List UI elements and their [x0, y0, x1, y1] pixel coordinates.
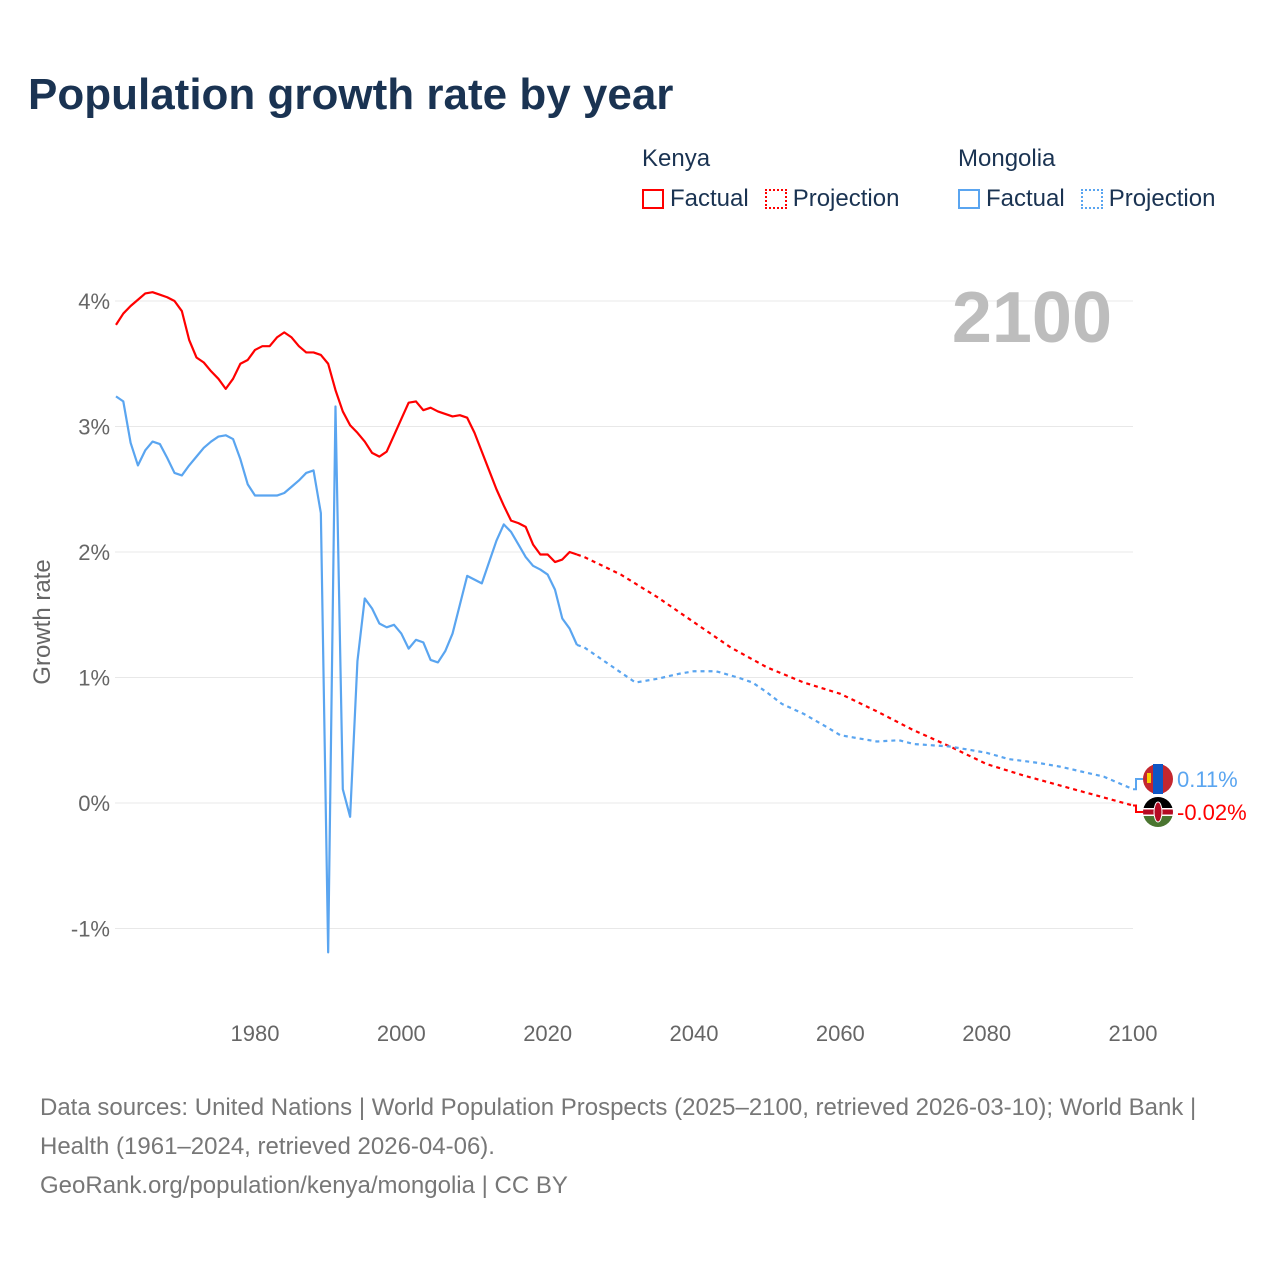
footer: Data sources: United Nations | World Pop…	[40, 1088, 1230, 1205]
connector-line	[1133, 778, 1143, 791]
y-axis-label: Growth rate	[29, 559, 56, 684]
x-tick-label: 2000	[377, 1021, 426, 1046]
shield	[1153, 801, 1163, 823]
x-tick-label: 2040	[670, 1021, 719, 1046]
kenya-projection-line	[576, 553, 1134, 807]
x-tick-label: 2060	[816, 1021, 865, 1046]
legend-kenya: Kenya Factual Projection	[642, 145, 899, 213]
flag-stripe	[1153, 764, 1163, 794]
x-tick-label: 2100	[1109, 1021, 1158, 1046]
x-tick-label: 1980	[231, 1021, 280, 1046]
legend-mongolia: Mongolia Factual Projection	[958, 145, 1215, 213]
flag-body	[1143, 797, 1173, 827]
legend-label: Projection	[792, 185, 900, 212]
legend-mongolia-projection[interactable]: Projection	[1080, 185, 1216, 213]
solid-swatch-icon	[958, 189, 980, 209]
year-display: 2100	[952, 278, 1112, 358]
legend-mongolia-factual[interactable]: Factual	[958, 185, 1065, 213]
mongolia-flag-icon	[1143, 764, 1173, 794]
dotted-swatch-icon	[764, 189, 787, 209]
legend-kenya-projection[interactable]: Projection	[764, 185, 900, 213]
kenya-end-label: -0.02%	[1177, 800, 1247, 825]
y-tick-label: -1%	[71, 917, 110, 942]
legend-country-mongolia: Mongolia	[958, 145, 1056, 172]
soyombo	[1147, 773, 1151, 783]
x-tick-label: 2080	[962, 1021, 1011, 1046]
chart-title: Population growth rate by year	[28, 70, 674, 119]
mongolia-factual-line	[115, 395, 578, 954]
legend-label: Projection	[1108, 185, 1216, 212]
kenya-factual-line	[115, 291, 578, 564]
y-tick-label: 3%	[78, 415, 110, 440]
data-sources: Data sources: United Nations | World Pop…	[40, 1094, 1197, 1160]
mongolia-projection-line	[576, 643, 1134, 791]
legend-label: Factual	[670, 185, 749, 212]
solid-swatch-icon	[642, 189, 664, 209]
source-link[interactable]: GeoRank.org/population/kenya/mongolia | …	[40, 1172, 568, 1199]
dotted-swatch-icon	[1080, 189, 1103, 209]
chart-plot: -1% 0% 1% 2% 3% 4% 1980 2000 2020 2040 2060 2080 210…	[29, 278, 1247, 1046]
x-tick-label: 2020	[523, 1021, 572, 1046]
y-tick-label: 0%	[78, 791, 110, 816]
y-tick-label: 1%	[78, 666, 110, 691]
connector-line	[1133, 804, 1143, 813]
legend-country-kenya: Kenya	[642, 145, 711, 172]
mongolia-end-label: 0.11%	[1177, 767, 1238, 792]
kenya-flag-icon	[1143, 797, 1173, 827]
y-tick-label: 4%	[78, 289, 110, 314]
legend-kenya-factual[interactable]: Factual	[642, 185, 749, 213]
y-tick-label: 2%	[78, 540, 110, 565]
legend-label: Factual	[986, 185, 1065, 212]
